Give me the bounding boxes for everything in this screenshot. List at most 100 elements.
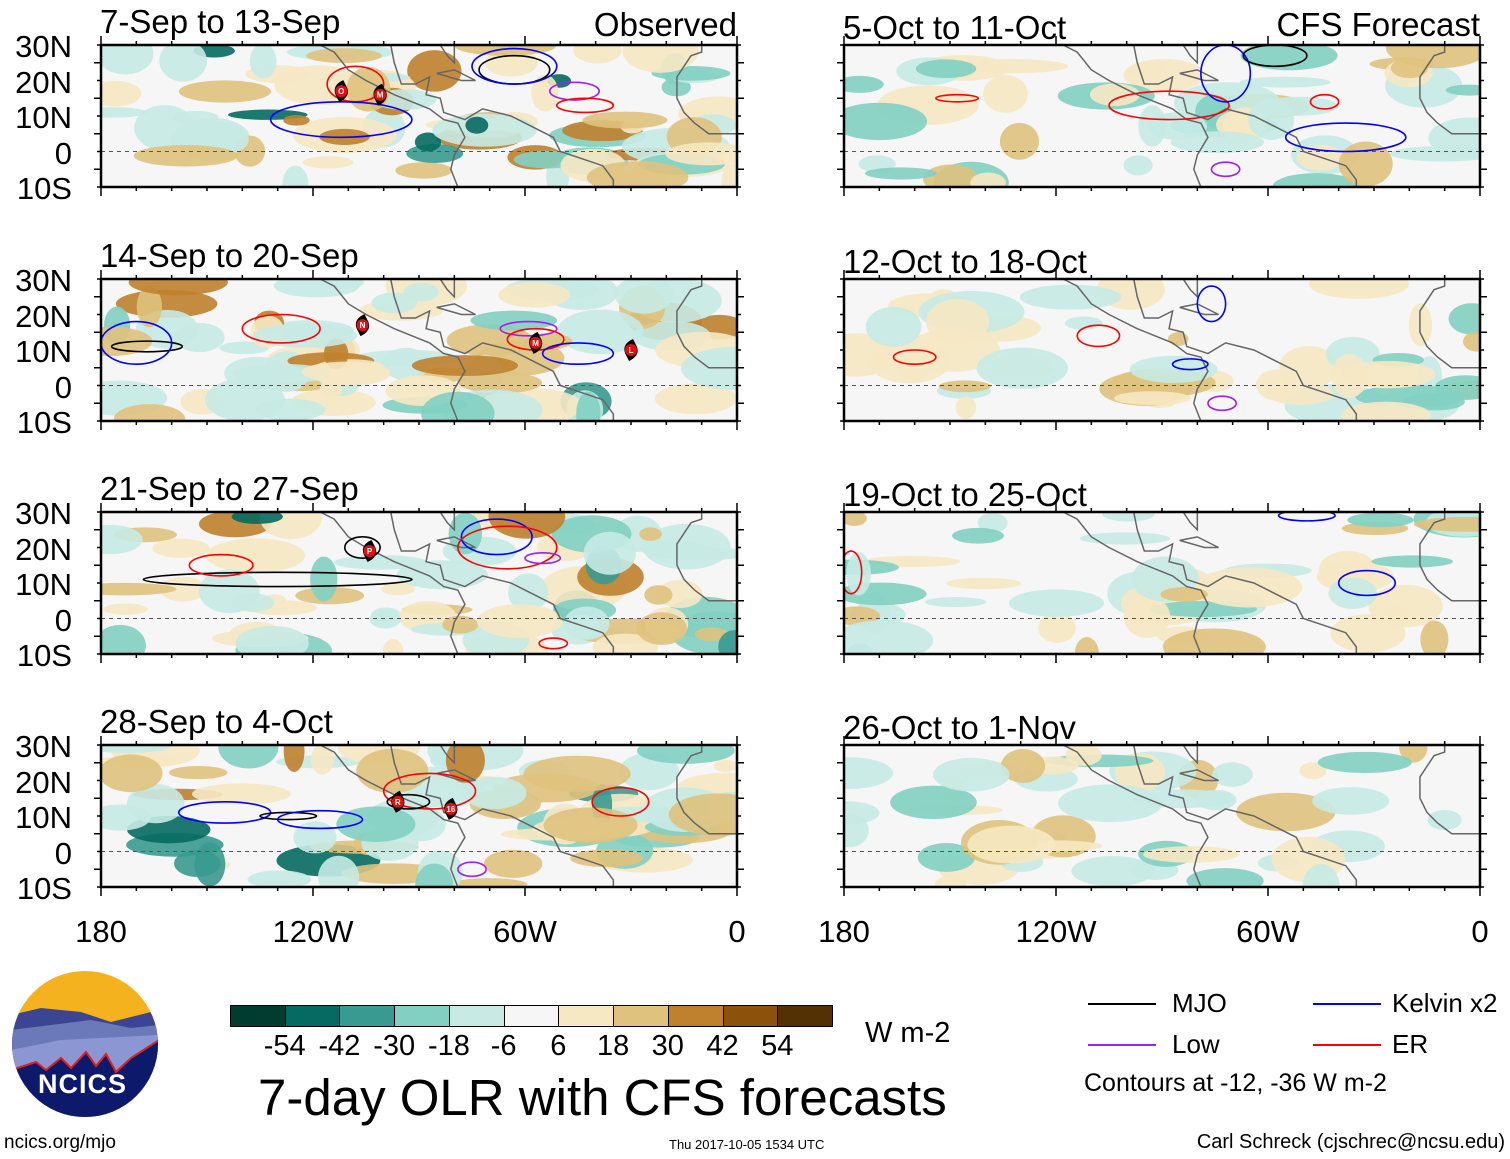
contour-mjo xyxy=(142,571,413,588)
olr-anomaly-region xyxy=(1170,131,1265,154)
olr-anomaly-region xyxy=(1390,58,1428,79)
olr-anomaly-region xyxy=(1079,532,1171,545)
lon-label: 180 xyxy=(75,914,127,949)
contour-low xyxy=(524,552,562,565)
forecast-label: CFS Forecast xyxy=(1276,6,1480,43)
olr-anomaly-region xyxy=(955,396,976,419)
olr-anomaly-region xyxy=(721,163,737,187)
legend-line-low xyxy=(1088,1044,1156,1046)
olr-anomaly-region xyxy=(977,512,1008,533)
contour-low xyxy=(457,861,487,878)
storm-name: R xyxy=(395,798,401,807)
olr-map-panel xyxy=(837,503,1487,663)
olr-anomaly-region xyxy=(583,531,637,575)
olr-anomaly-region xyxy=(655,383,737,415)
olr-anomaly-region xyxy=(1000,749,1046,783)
tropical-cyclone-icon: L xyxy=(624,339,638,361)
olr-anomaly-region xyxy=(310,556,338,602)
olr-anomaly-region xyxy=(411,355,519,376)
olr-anomaly-region xyxy=(1038,612,1076,643)
panel-title: 5-Oct to 11-Oct xyxy=(843,9,1067,46)
olr-anomaly-region xyxy=(178,80,272,103)
olr-anomaly-region xyxy=(1308,279,1410,299)
contour-er xyxy=(591,786,650,817)
contour-kelvin xyxy=(101,320,173,365)
olr-anomaly-region xyxy=(1427,809,1462,831)
storm-name: N xyxy=(360,321,366,330)
coastline xyxy=(676,512,737,602)
lon-label: 0 xyxy=(728,914,746,949)
contour-er xyxy=(457,525,558,570)
coastline xyxy=(389,512,615,654)
olr-anomaly-region xyxy=(531,74,559,112)
olr-anomaly-region xyxy=(999,122,1040,160)
olr-anomaly-region xyxy=(128,279,228,296)
olr-anomaly-region xyxy=(654,547,737,561)
olr-anomaly-region xyxy=(319,379,342,401)
olr-anomaly-region xyxy=(395,162,453,179)
olr-anomaly-region xyxy=(477,604,563,638)
contour-mjo xyxy=(386,793,431,810)
olr-anomaly-region xyxy=(247,870,311,887)
olr-anomaly-region xyxy=(219,341,270,355)
olr-anomaly-region xyxy=(1160,587,1208,602)
olr-anomaly-region xyxy=(1057,784,1163,823)
coastline xyxy=(1182,745,1199,765)
olr-anomaly-region xyxy=(1448,303,1480,335)
coastline xyxy=(436,769,476,782)
olr-anomaly-region xyxy=(101,754,163,793)
coastline xyxy=(1179,303,1219,316)
olr-anomaly-region xyxy=(844,512,867,526)
olr-anomaly-region xyxy=(636,745,735,764)
olr-anomaly-region xyxy=(310,745,334,775)
colorbar-bin xyxy=(503,1005,560,1027)
olr-anomaly-region xyxy=(614,279,674,314)
lon-label: 0 xyxy=(1471,914,1489,949)
olr-anomaly-region xyxy=(1240,45,1338,71)
olr-anomaly-region xyxy=(1330,614,1406,653)
coastline xyxy=(436,69,476,82)
olr-anomaly-region xyxy=(174,849,221,878)
olr-anomaly-region xyxy=(1463,331,1480,352)
olr-anomaly-region xyxy=(414,132,442,152)
olr-anomaly-region xyxy=(523,755,631,792)
coastline xyxy=(1179,69,1219,82)
contour-low xyxy=(548,81,601,101)
coastline xyxy=(1419,512,1480,602)
lon-label: 180 xyxy=(818,914,870,949)
olr-anomaly-region xyxy=(273,279,360,298)
legend-line-kelvin xyxy=(1313,1003,1381,1005)
olr-anomaly-region xyxy=(844,102,928,141)
olr-anomaly-region xyxy=(152,538,210,558)
contour-er xyxy=(188,553,254,577)
olr-map-panel xyxy=(837,736,1487,896)
olr-anomaly-region xyxy=(249,45,277,79)
contour-kelvin xyxy=(1277,512,1336,522)
olr-anomaly-region xyxy=(336,806,416,842)
contour-mjo xyxy=(259,811,318,821)
olr-anomaly-region xyxy=(231,512,283,524)
olr-anomaly-region xyxy=(582,111,668,129)
olr-anomaly-region xyxy=(694,627,729,641)
colorbar-bin xyxy=(284,1005,341,1027)
olr-anomaly-region xyxy=(1102,512,1155,522)
footer-url[interactable]: ncics.org/mjo xyxy=(4,1132,116,1153)
olr-anomaly-region xyxy=(302,156,354,169)
colorbar-tick-label: -6 xyxy=(490,1030,517,1062)
olr-anomaly-region xyxy=(333,555,429,570)
coastline xyxy=(439,279,456,299)
olr-anomaly-region xyxy=(253,323,358,348)
coastline xyxy=(1062,45,1209,187)
olr-anomaly-region xyxy=(668,793,737,836)
olr-anomaly-region xyxy=(576,391,601,421)
olr-anomaly-region xyxy=(564,614,600,639)
olr-anomaly-region xyxy=(101,745,171,753)
olr-anomaly-region xyxy=(1236,792,1336,832)
colorbar-bin xyxy=(558,1005,615,1027)
olr-anomaly-region xyxy=(924,597,987,608)
olr-anomaly-region xyxy=(1129,355,1218,383)
contour-mjo xyxy=(110,340,184,353)
legend-note: Contours at -12, -36 W m-2 xyxy=(1084,1069,1387,1097)
olr-anomaly-region xyxy=(1312,787,1390,815)
olr-anomaly-region xyxy=(1162,628,1266,654)
